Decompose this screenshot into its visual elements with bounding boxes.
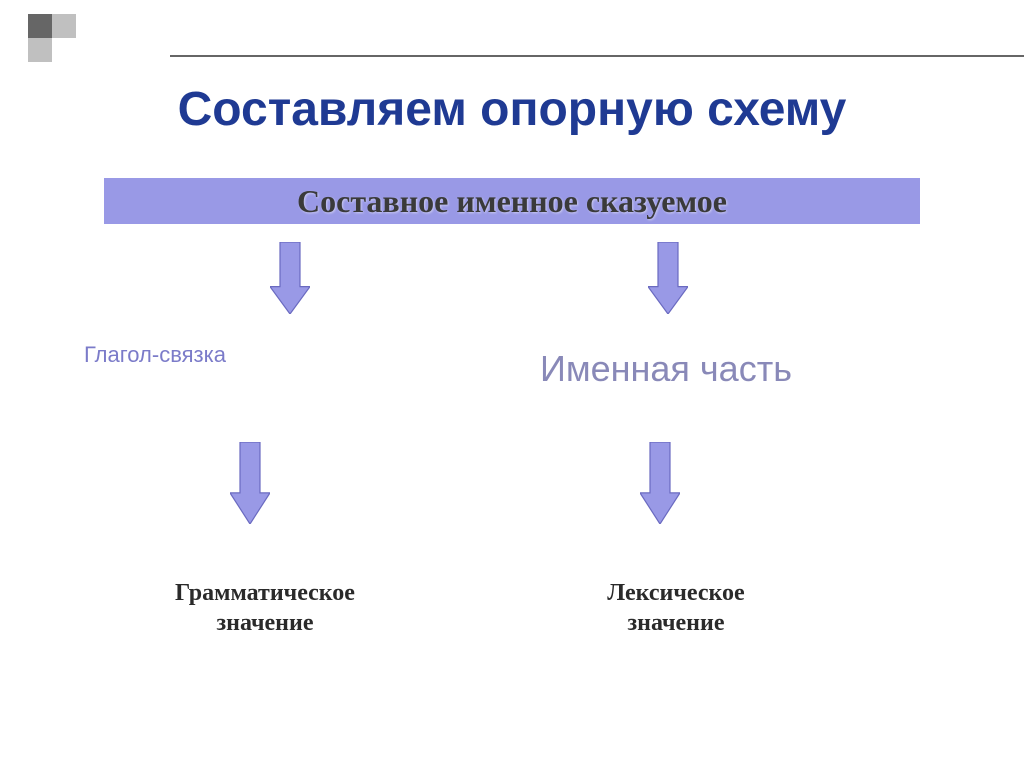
result-left-text: Грамматическоезначение — [175, 580, 355, 636]
arrow-down-icon — [270, 242, 310, 314]
result-right-text: Лексическоезначение — [607, 580, 744, 636]
branch-left-label: Глагол-связка — [84, 342, 226, 368]
subtitle-text: Составное именное сказуемое — [297, 183, 727, 220]
header-line — [170, 55, 1024, 57]
square-dark — [28, 14, 52, 38]
arrow-down-icon — [230, 442, 270, 524]
arrow-down-icon — [648, 242, 688, 314]
arrow-down-icon — [640, 442, 680, 524]
square-light — [52, 14, 76, 38]
square-light — [28, 38, 52, 62]
corner-squares-row1 — [28, 14, 76, 38]
subtitle-box: Составное именное сказуемое — [104, 178, 920, 224]
corner-squares-row2 — [28, 38, 52, 62]
branch-right-label: Именная часть — [540, 348, 792, 390]
slide-title: Составляем опорную схему — [0, 82, 1024, 137]
result-left: Грамматическоезначение — [130, 578, 400, 638]
result-right: Лексическоезначение — [546, 578, 806, 638]
